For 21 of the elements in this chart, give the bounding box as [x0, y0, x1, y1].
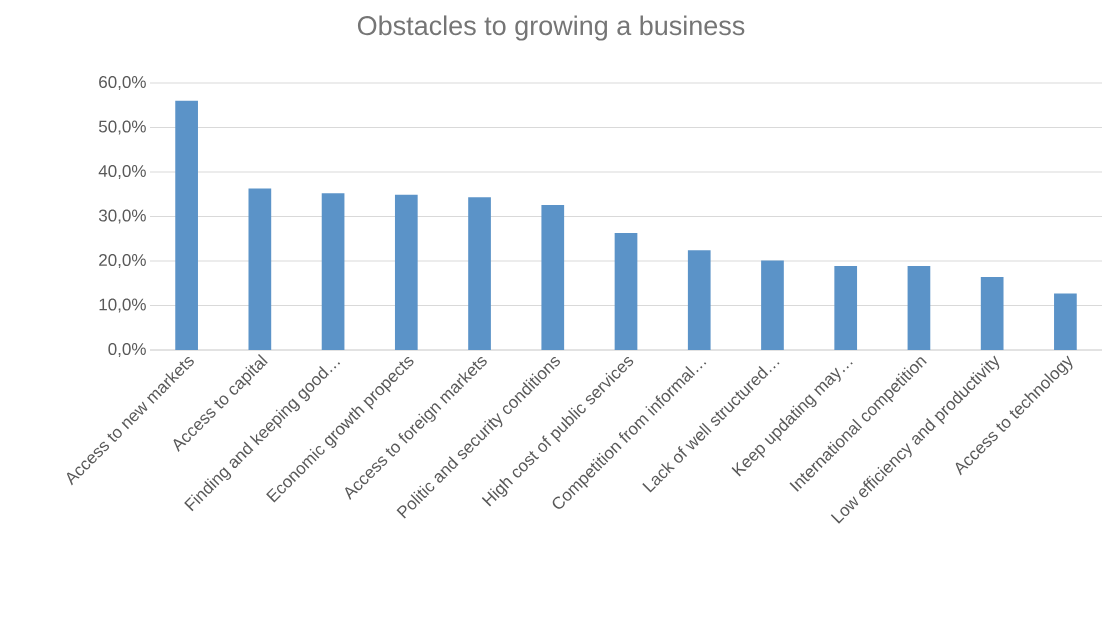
bar [468, 197, 491, 350]
bar [834, 265, 858, 350]
bar [248, 188, 272, 350]
bar [175, 100, 198, 350]
chart-title: Obstacles to growing a business [357, 15, 745, 41]
bar [980, 277, 1004, 350]
bar [394, 194, 418, 350]
y-tick-label: 40,0% [98, 164, 146, 180]
y-tick-label: 60,0% [99, 75, 146, 91]
y-tick-label: 50,0% [98, 120, 146, 135]
y-tick-label: 20,0% [99, 253, 146, 269]
bar [541, 204, 565, 350]
y-tick-label: 10,0% [99, 298, 146, 313]
y-tick-label: 30,0% [98, 209, 146, 224]
bar [1054, 293, 1077, 350]
bar [907, 265, 931, 350]
bar [761, 260, 784, 350]
bar [614, 232, 638, 350]
y-tick-label: 0,0% [108, 342, 146, 358]
bar [687, 250, 711, 350]
bar [321, 193, 345, 350]
